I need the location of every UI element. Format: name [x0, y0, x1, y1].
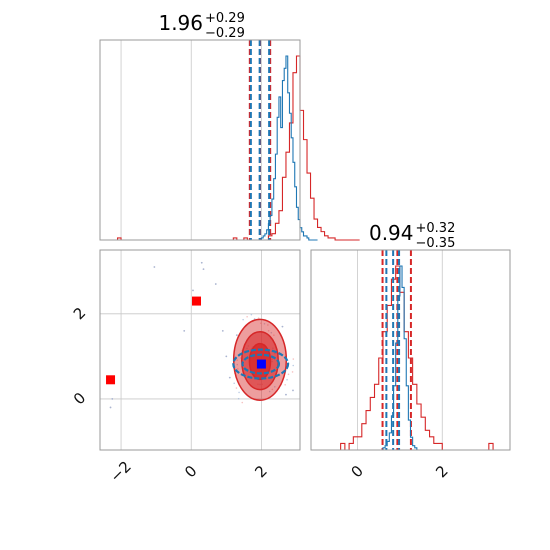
sample-point-10: [268, 390, 271, 393]
y-tick-label-1: 2: [70, 304, 89, 323]
contour-panel: −2 0 2 0 2: [70, 249, 301, 486]
x-tick-label-param2-1: 2: [432, 462, 451, 481]
scatter-point-4: [221, 329, 224, 332]
scatter-point-3: [192, 289, 194, 292]
x-tick-label-param2-0: 0: [347, 462, 366, 481]
scatter-point-2: [202, 268, 205, 271]
sample-point-54: [238, 391, 240, 394]
sample-point-52: [273, 385, 276, 388]
marker-2: [256, 359, 266, 369]
scatter-point-14: [281, 325, 284, 328]
histogram-frame-param1: [99, 39, 301, 241]
blue-contour-level-0: [232, 348, 290, 380]
sample-point-20: [237, 397, 240, 400]
sample-point-31: [271, 388, 274, 391]
sample-point-24: [270, 331, 273, 334]
scatter-point-12: [228, 376, 231, 379]
sample-point-55: [292, 358, 295, 360]
sample-point-26: [286, 378, 288, 381]
sample-point-34: [292, 364, 295, 367]
scatter-point-11: [285, 393, 287, 396]
x-tick-label-1: 0: [181, 462, 200, 481]
sample-point-41: [241, 401, 244, 404]
marker-1: [191, 296, 201, 306]
sample-point-19: [257, 317, 260, 319]
sample-point-45: [267, 329, 270, 332]
contour-frame: [99, 249, 301, 451]
title-lower-error-param2: −0.35: [416, 236, 456, 251]
sample-point-32: [263, 322, 266, 325]
sample-point-17: [236, 359, 239, 361]
histogram-panel-param1: 1.96 +0.29 −0.29: [99, 11, 360, 241]
sample-point-27: [246, 315, 248, 318]
x-tick-label-2: 2: [251, 462, 270, 481]
sample-point-33: [235, 387, 238, 389]
sample-point-12: [233, 382, 235, 385]
marker-0: [106, 375, 116, 385]
scatter-point-9: [235, 334, 238, 337]
y-tick-label-0: 0: [70, 389, 89, 408]
x-tick-label-0: −2: [107, 457, 135, 485]
title-value-param1: 1.96: [158, 11, 203, 35]
scatter-point-8: [214, 283, 217, 285]
scatter-point-5: [183, 329, 186, 332]
sample-point-59: [236, 368, 239, 370]
blue-contour-level-1: [241, 353, 281, 375]
sample-point-5: [284, 383, 286, 386]
scatter-point-6: [109, 406, 112, 409]
scatter-point-13: [225, 355, 228, 358]
scatter-point-10: [292, 389, 294, 392]
histogram-series-1: [100, 55, 318, 241]
title-value-param2: 0.94: [369, 221, 414, 245]
histogram-panel-param2: 0.94 +0.32 −0.35 0 2: [310, 221, 511, 481]
sample-point-13: [291, 371, 294, 373]
title-lower-error-param1: −0.29: [205, 26, 245, 41]
sample-point-11: [267, 324, 269, 326]
sample-point-53: [260, 322, 262, 325]
sample-point-38: [236, 363, 239, 366]
scatter-point-7: [111, 398, 114, 400]
scatter-point-1: [200, 261, 203, 264]
sample-point-48: [242, 318, 244, 321]
scatter-point-0: [153, 266, 156, 268]
title-upper-error-param2: +0.32: [416, 221, 456, 236]
sample-point-3: [273, 334, 275, 336]
histogram-series-0: [100, 55, 360, 241]
sample-point-47: [287, 373, 290, 376]
sample-point-6: [250, 313, 253, 316]
histogram-frame-param2: [310, 249, 511, 451]
sample-point-40: [253, 317, 256, 320]
title-upper-error-param1: +0.29: [205, 11, 245, 26]
